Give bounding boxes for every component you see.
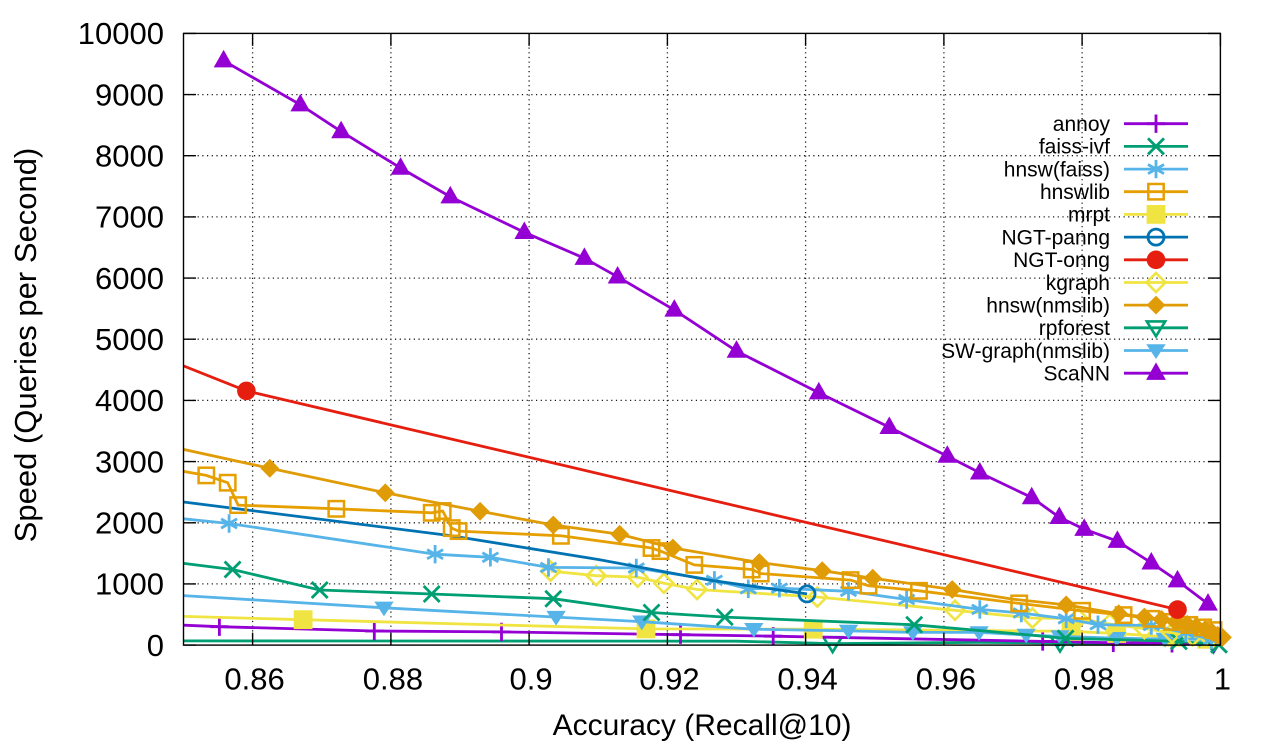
svg-text:0.94: 0.94 bbox=[777, 662, 837, 697]
svg-text:Accuracy (Recall@10): Accuracy (Recall@10) bbox=[553, 709, 852, 742]
svg-text:0.88: 0.88 bbox=[363, 662, 423, 697]
svg-text:ScaNN: ScaNN bbox=[1043, 363, 1110, 386]
svg-text:5000: 5000 bbox=[95, 322, 164, 357]
svg-text:mrpt: mrpt bbox=[1068, 204, 1110, 227]
svg-text:9000: 9000 bbox=[95, 77, 164, 112]
svg-text:NGT-panng: NGT-panng bbox=[1001, 226, 1110, 249]
svg-text:annoy: annoy bbox=[1053, 113, 1111, 136]
svg-text:hnsw(nmslib): hnsw(nmslib) bbox=[986, 294, 1110, 317]
svg-text:faiss-ivf: faiss-ivf bbox=[1039, 136, 1110, 159]
svg-text:0.92: 0.92 bbox=[639, 662, 699, 697]
svg-text:6000: 6000 bbox=[95, 261, 164, 296]
svg-text:2000: 2000 bbox=[95, 506, 164, 541]
svg-text:8000: 8000 bbox=[95, 139, 164, 174]
svg-text:0.96: 0.96 bbox=[916, 662, 976, 697]
svg-text:SW-graph(nmslib): SW-graph(nmslib) bbox=[941, 340, 1110, 363]
svg-text:0.86: 0.86 bbox=[224, 662, 284, 697]
svg-text:rpforest: rpforest bbox=[1039, 317, 1110, 340]
svg-text:NGT-onng: NGT-onng bbox=[1013, 249, 1110, 272]
svg-text:4000: 4000 bbox=[95, 383, 164, 418]
svg-text:Speed (Queries per Second): Speed (Queries per Second) bbox=[8, 148, 43, 543]
svg-text:0.9: 0.9 bbox=[510, 662, 553, 697]
svg-text:hnswlib: hnswlib bbox=[1040, 181, 1110, 204]
svg-text:kgraph: kgraph bbox=[1046, 272, 1110, 295]
svg-text:0: 0 bbox=[147, 628, 164, 663]
svg-text:10000: 10000 bbox=[78, 16, 164, 51]
svg-text:1000: 1000 bbox=[95, 567, 164, 602]
svg-text:0.98: 0.98 bbox=[1054, 662, 1114, 697]
svg-text:1: 1 bbox=[1214, 662, 1231, 697]
svg-text:hnsw(faiss): hnsw(faiss) bbox=[1004, 158, 1110, 181]
svg-text:7000: 7000 bbox=[95, 200, 164, 235]
svg-text:3000: 3000 bbox=[95, 444, 164, 479]
